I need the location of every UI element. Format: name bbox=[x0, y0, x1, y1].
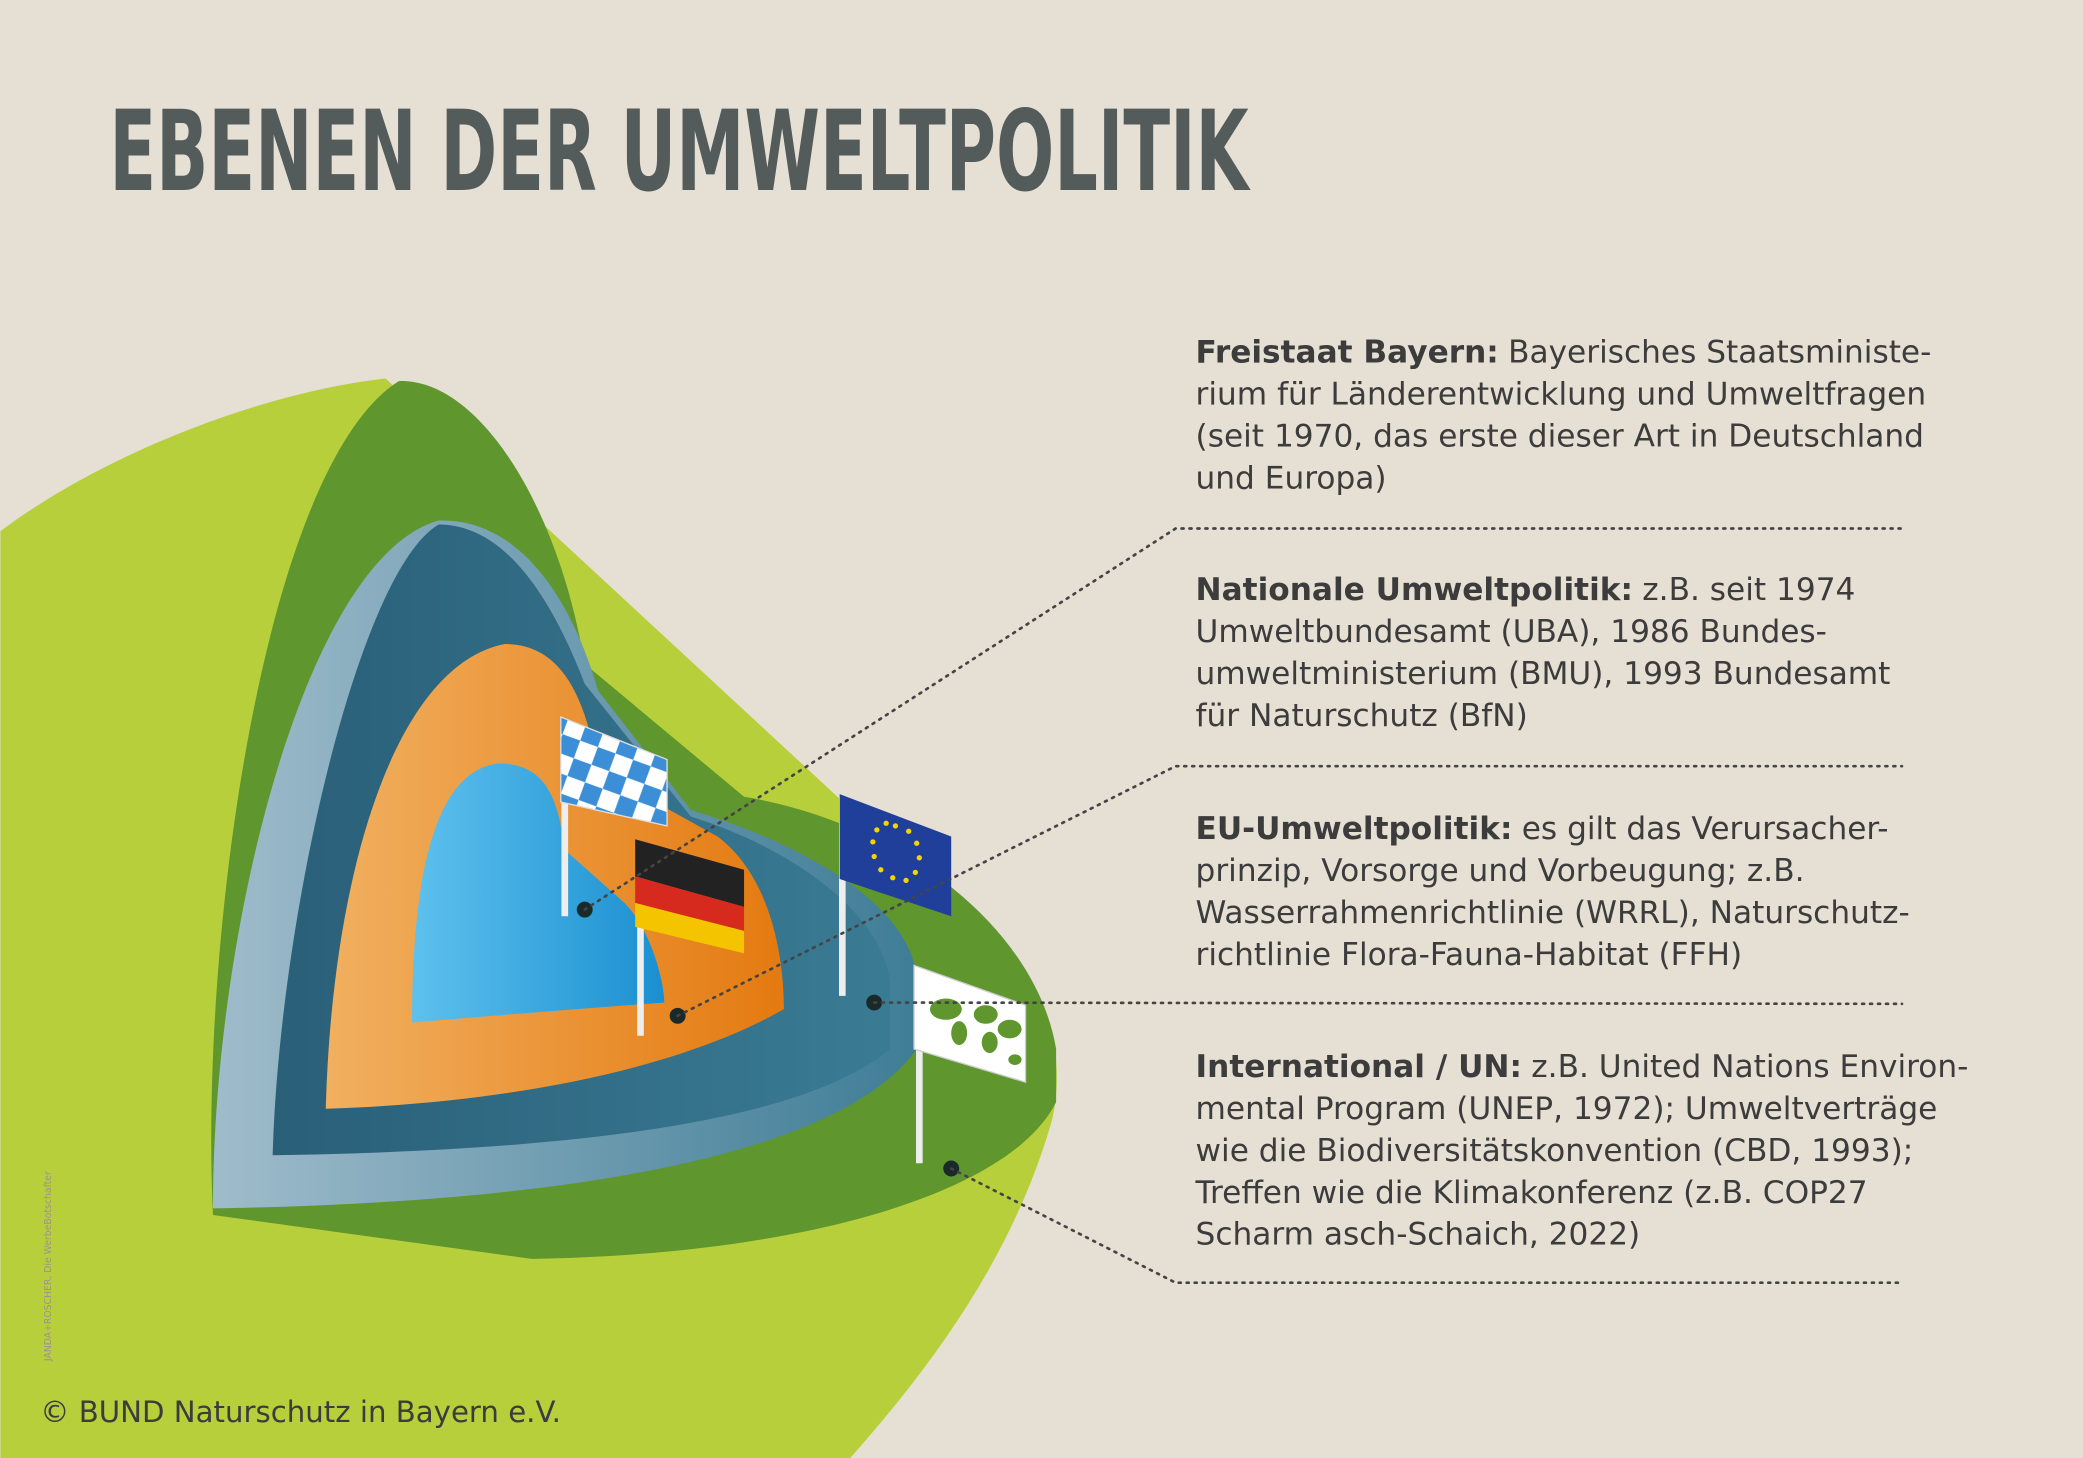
description-line: (seit 1970, das erste dieser Art in Deut… bbox=[1196, 418, 1924, 454]
description-text: mental Program (UNEP, 1972); Umweltvertr… bbox=[1196, 1091, 1938, 1127]
description-line: und Europa) bbox=[1196, 460, 1387, 496]
description-text: z.B. seit 1974 bbox=[1642, 572, 1855, 608]
description-line: EU-Umweltpolitik: es gilt das Verursacher… bbox=[1196, 811, 1889, 847]
description-line: Treffen wie die Klimakonferenz (z.B. COP… bbox=[1195, 1175, 1868, 1211]
description-line: Freistaat Bayern: Bayerisches Staatsminis… bbox=[1196, 335, 1932, 371]
description-text: Scharm asch-Schaich, 2022) bbox=[1196, 1217, 1641, 1253]
description-text: und Europa) bbox=[1196, 460, 1387, 496]
description-text: Umweltbundesamt (UBA), 1986 Bundes- bbox=[1196, 614, 1827, 650]
layers-graphic bbox=[0, 378, 1057, 1458]
description-text: für Naturschutz (BfN) bbox=[1196, 698, 1528, 734]
description-text: umweltministerium (BMU), 1993 Bundesamt bbox=[1196, 656, 1891, 692]
description-item: Nationale Umweltpolitik: z.B. seit 1974 Um… bbox=[1196, 572, 1891, 734]
description-line: Umweltbundesamt (UBA), 1986 Bundes- bbox=[1196, 614, 1827, 650]
description-line: International / UN: z.B. United Nations E… bbox=[1196, 1049, 1969, 1085]
flags bbox=[560, 716, 1027, 1164]
description-text: richtlinie Flora-Fauna-Habitat (FFH) bbox=[1196, 937, 1743, 973]
description-line: wie die Biodiversitätskonvention (CBD, 1… bbox=[1196, 1133, 1914, 1169]
description-line: rium für Länderentwicklung und Umweltfra… bbox=[1196, 376, 1927, 412]
description-line: prinzip, Vorsorge und Vorbeugung; z.B. bbox=[1196, 853, 1805, 889]
description-text: Wasserrahmenrichtlinie (WRRL), Naturschu… bbox=[1196, 895, 1910, 931]
copyright: © BUND Naturschutz in Bayern e.V. bbox=[40, 1395, 561, 1429]
connector-lines bbox=[583, 527, 1904, 1285]
description-text: (seit 1970, das erste dieser Art in Deut… bbox=[1196, 418, 1924, 454]
description-text: es gilt das Verursacher- bbox=[1522, 811, 1889, 847]
description-line: Wasserrahmenrichtlinie (WRRL), Naturschu… bbox=[1196, 895, 1910, 931]
description-text: prinzip, Vorsorge und Vorbeugung; z.B. bbox=[1196, 853, 1805, 889]
description-line: richtlinie Flora-Fauna-Habitat (FFH) bbox=[1196, 937, 1743, 973]
description-heading: Freistaat Bayern: bbox=[1196, 335, 1499, 371]
description-line: mental Program (UNEP, 1972); Umweltvertr… bbox=[1196, 1091, 1938, 1127]
description-heading: Nationale Umweltpolitik: bbox=[1196, 572, 1633, 608]
description-line: umweltministerium (BMU), 1993 Bundesamt bbox=[1196, 656, 1891, 692]
description-item: Freistaat Bayern: Bayerisches Staatsminis… bbox=[1196, 335, 1932, 497]
description-item: EU-Umweltpolitik: es gilt das Verursacher… bbox=[1196, 811, 1910, 973]
description-text: rium für Länderentwicklung und Umweltfra… bbox=[1196, 376, 1927, 412]
description-item: International / UN: z.B. United Nations E… bbox=[1195, 1049, 1969, 1253]
description-heading: International / UN: bbox=[1196, 1049, 1522, 1085]
description-line: für Naturschutz (BfN) bbox=[1196, 698, 1528, 734]
description-text: z.B. United Nations Environ- bbox=[1531, 1049, 1968, 1085]
descriptions: Freistaat Bayern: Bayerisches Staatsminis… bbox=[1195, 335, 1969, 1253]
description-text: wie die Biodiversitätskonvention (CBD, 1… bbox=[1196, 1133, 1914, 1169]
description-line: Nationale Umweltpolitik: z.B. seit 1974 bbox=[1196, 572, 1856, 608]
description-line: Scharm asch-Schaich, 2022) bbox=[1196, 1217, 1641, 1253]
title: EBENEN DER UMWELTPOLITIK bbox=[109, 87, 1251, 217]
description-text: Bayerisches Staatsministe- bbox=[1508, 335, 1931, 371]
description-heading: EU-Umweltpolitik: bbox=[1196, 811, 1513, 847]
credit: JANDA+ROSCHER, Die WerbeBotschafter bbox=[43, 1171, 54, 1362]
description-text: Treffen wie die Klimakonferenz (z.B. COP… bbox=[1195, 1175, 1868, 1211]
